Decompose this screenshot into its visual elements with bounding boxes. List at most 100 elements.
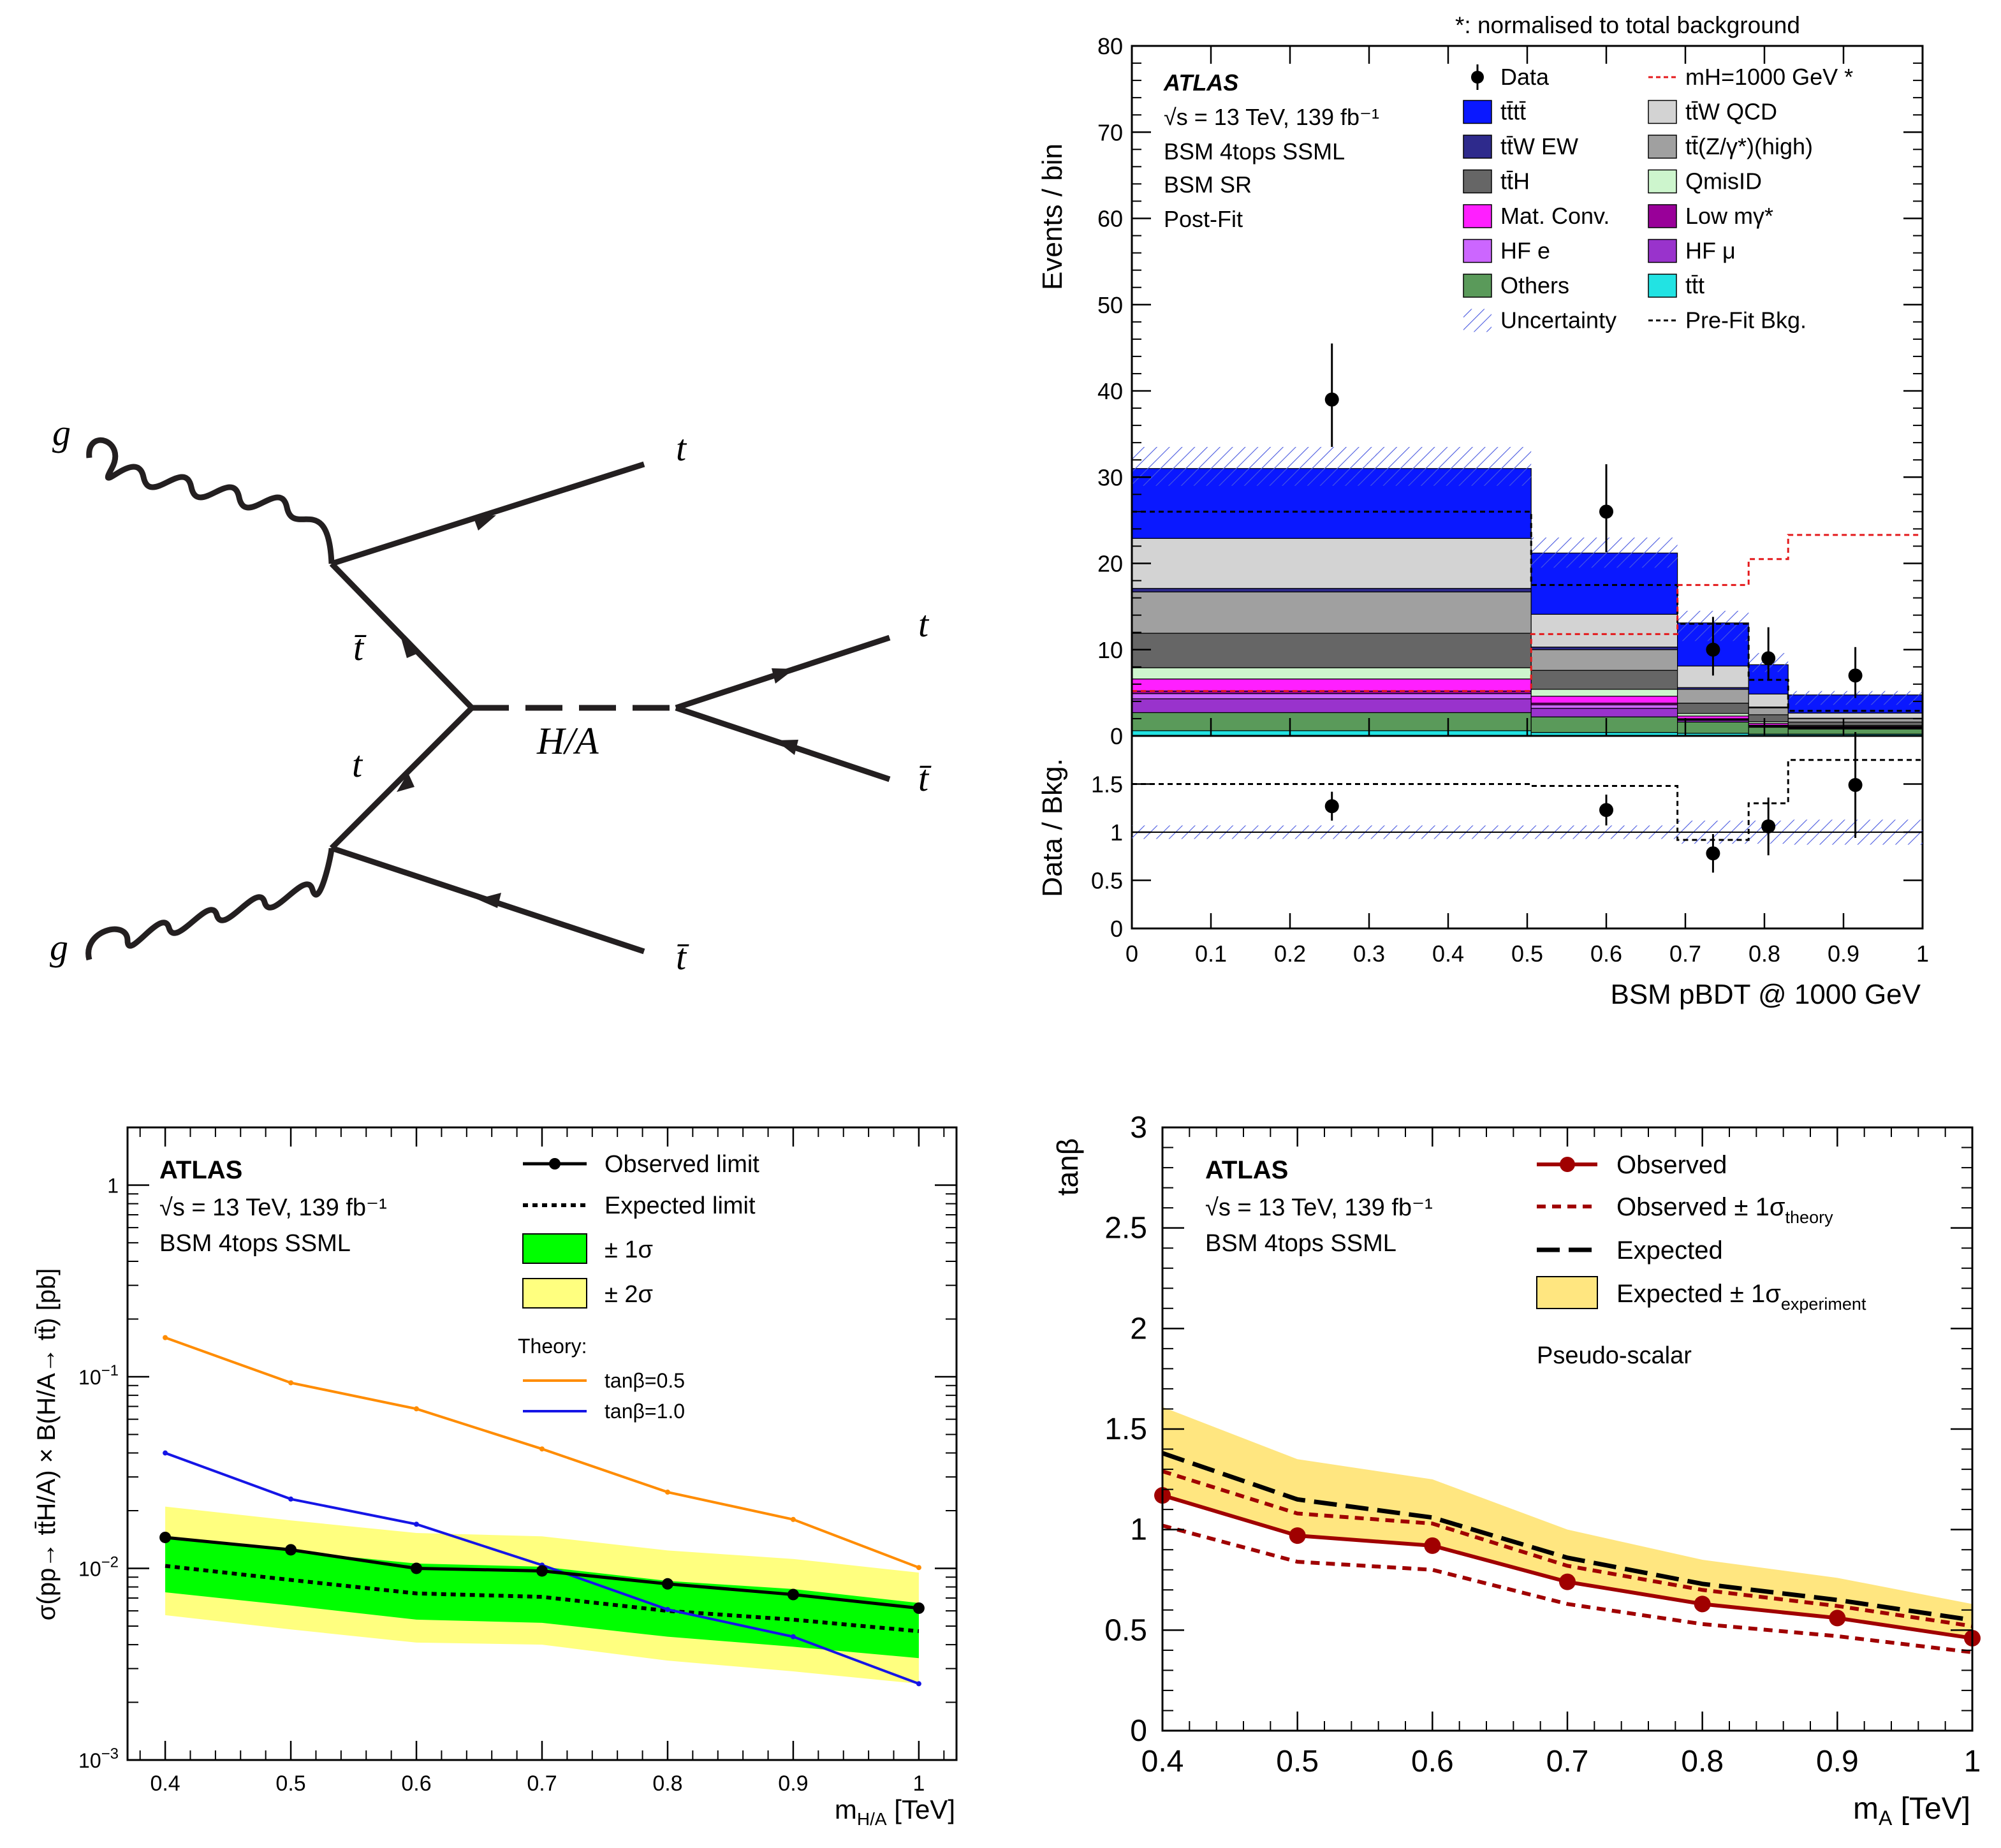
top-quark-line (330, 461, 645, 567)
stack-bar (1677, 715, 1749, 719)
x-tick-label: 0.5 (275, 1771, 305, 1796)
theory-point (916, 1565, 921, 1571)
legend-label: ± 2σ (605, 1281, 653, 1308)
legend-swatch (1648, 238, 1677, 263)
legend-swatch (1463, 99, 1492, 124)
theory-point (790, 1634, 796, 1639)
label-g-bottom: g (50, 927, 68, 968)
ratio-y-tick-label: 1.5 (1091, 772, 1123, 798)
stack-bar (1677, 703, 1749, 714)
chart1-note: *: normalised to total background (1455, 12, 1800, 38)
ratio-y-axis-label: Data / Bkg. (1037, 758, 1068, 897)
ratio-point (1761, 819, 1776, 833)
legend-swatch (1463, 204, 1492, 228)
label-t-internal: t (352, 744, 363, 785)
title-block: ATLAS √s = 13 TeV, 139 fb⁻¹ BSM 4tops SS… (1163, 70, 1379, 232)
legend-label: tanβ=1.0 (605, 1400, 685, 1423)
label-tbar-internal: t̄ (353, 627, 367, 668)
legend-label: tt̄W QCD (1685, 99, 1777, 125)
stack-bar (1530, 716, 1678, 733)
stack-bar (1787, 712, 1923, 719)
stack-bar (1131, 698, 1532, 714)
legend-label: Low mγ* (1685, 203, 1773, 229)
legend-swatch (1471, 71, 1484, 84)
stack-bar (1748, 693, 1789, 708)
legend-label: tt̄tt̄ (1500, 99, 1526, 125)
x-tick-label: 0.1 (1195, 941, 1227, 967)
label-tbar-decay: t̄ (918, 758, 932, 799)
legend: Observed limit Expected limit ± 1σ ± 2σ Theo… (518, 1151, 759, 1423)
arrow-icon (477, 893, 501, 908)
x-tick-label: 0.5 (1511, 941, 1543, 967)
legend-swatch (522, 1278, 587, 1309)
observed-point (536, 1565, 548, 1577)
x-tick-label: 1 (913, 1771, 925, 1796)
internal-line-top (329, 561, 474, 710)
legend-swatch (1463, 135, 1492, 159)
arrow-icon (397, 773, 414, 792)
legend: Data mH=1000 GeV * tt̄tt̄ tt̄W QCD tt̄W EW tt… (1463, 64, 1853, 334)
legend-swatch (1560, 1157, 1575, 1172)
theory-point (288, 1380, 294, 1386)
arrow-icon (772, 668, 795, 684)
stack-bar (1131, 712, 1532, 731)
observed-point (285, 1544, 297, 1556)
title-block: ATLAS √s = 13 TeV, 139 fb⁻¹ BSM 4tops SS… (159, 1156, 387, 1257)
stack-bar (1787, 718, 1923, 722)
legend-swatch (1536, 1276, 1598, 1309)
ratio-y-tick-label: 0 (1110, 916, 1123, 942)
title-block: ATLAS √s = 13 TeV, 139 fb⁻¹ BSM 4tops SS… (1205, 1156, 1433, 1257)
legend-label: Data (1500, 64, 1550, 90)
x-tick-label: 0.7 (527, 1771, 557, 1796)
arrow-icon (400, 636, 416, 658)
x-tick-label: 0.9 (1816, 1745, 1859, 1778)
legend-label: tt̄t (1685, 272, 1704, 298)
chart-xsec-limit: 0.4 0.5 0.6 0.7 0.8 0.9 1 10−3 10−2 10−1 1 σ(pp→ t… (33, 1126, 958, 1829)
label-t-decay: t (918, 603, 930, 645)
stack-bar (1530, 649, 1678, 671)
legend-swatch (1648, 169, 1677, 194)
gluon-top (86, 437, 335, 564)
x-axis-label: BSM pBDT @ 1000 GeV (1610, 979, 1921, 1010)
observed-theory-high-line (1162, 1469, 1973, 1628)
observed-point (661, 1578, 673, 1590)
y-tick-label: 80 (1097, 33, 1123, 59)
x-tick-label: 0.7 (1669, 941, 1701, 967)
stack-bar (1677, 689, 1749, 704)
y-tick-label: 2 (1130, 1312, 1147, 1346)
legend-swatch (549, 1158, 561, 1170)
legend-swatch (1648, 274, 1677, 298)
feynman-diagram: g g t t̄ t t̄ H/A t t̄ (50, 412, 932, 978)
legend-label: tt̄W EW (1500, 133, 1578, 159)
y-tick-label: 10−3 (78, 1745, 119, 1772)
y-tick-label: 2.5 (1104, 1212, 1147, 1245)
stack-bar (1748, 714, 1789, 722)
expected-line (1161, 1451, 1973, 1623)
theory-point (288, 1496, 294, 1502)
label-mediator: H/A (536, 720, 599, 762)
arrow-icon (473, 515, 496, 531)
legend-swatch (1463, 309, 1492, 332)
stack-bar (1530, 670, 1678, 690)
y-tick-label: 0.5 (1104, 1613, 1147, 1647)
legend-swatch (1648, 99, 1677, 124)
internal-line-bottom (329, 705, 474, 851)
x-tick-label: 1 (1916, 941, 1929, 967)
legend-label: Theory: (518, 1335, 587, 1358)
ratio-y-tick-label: 0.5 (1091, 868, 1123, 894)
legend-label: Expected (1616, 1236, 1723, 1265)
x-tick-label: 0.8 (652, 1771, 682, 1796)
observed-theory-low-line (1162, 1523, 1973, 1654)
ratio-point (1599, 803, 1613, 818)
region-label: BSM SR (1164, 172, 1252, 198)
data-points (1324, 343, 1863, 698)
model-annotation: Pseudo-scalar (1537, 1342, 1692, 1369)
stack-bar (1748, 726, 1789, 735)
x-tick-label: 0.8 (1748, 941, 1780, 967)
y-tick-label: 0 (1130, 1714, 1147, 1748)
data-point (1706, 642, 1720, 657)
analysis-label: BSM 4tops SSML (159, 1230, 351, 1257)
stack-bar (1131, 667, 1532, 680)
y-tick-label: 1.5 (1104, 1412, 1147, 1446)
x-tick-label: 0.7 (1546, 1745, 1589, 1778)
